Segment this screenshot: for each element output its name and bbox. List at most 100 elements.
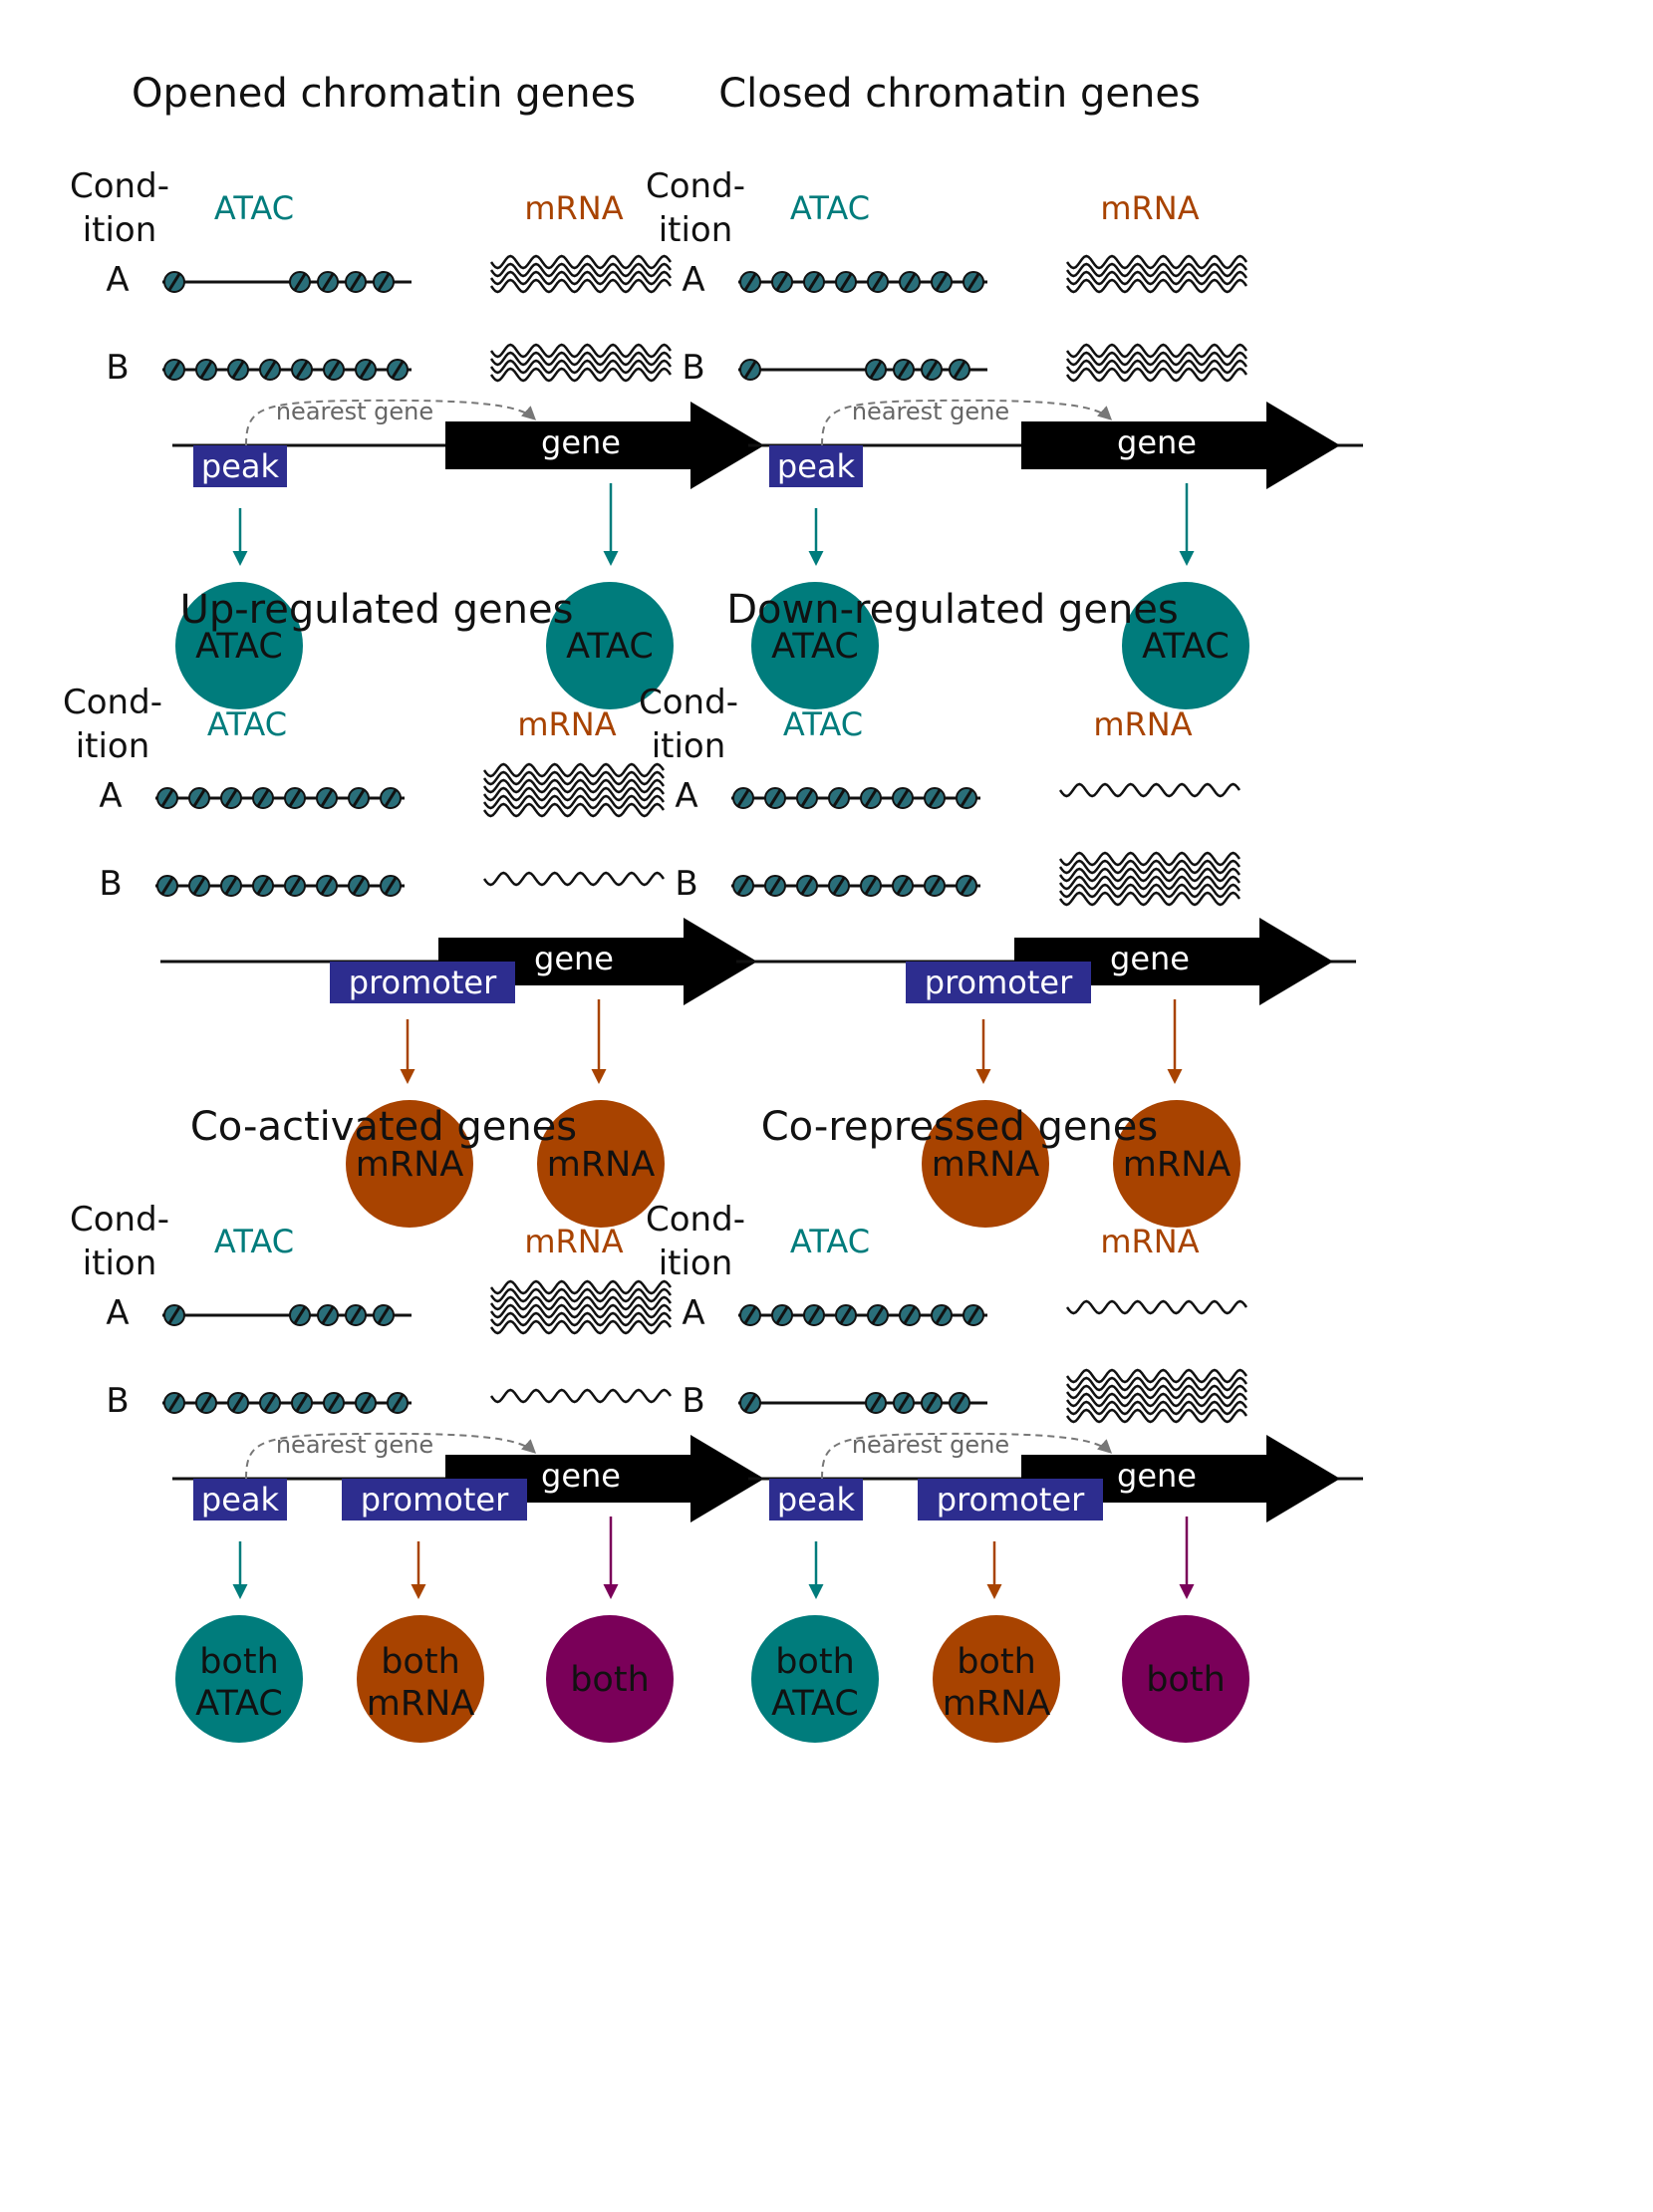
output-circle-1-disc [346,1100,473,1228]
mrna-wave [489,367,673,383]
peak: peak [769,1479,863,1521]
atac-track-a [738,271,987,293]
atac-track-b [155,875,405,897]
mrna-wave [489,262,673,278]
nucleosome-stripe [839,1306,853,1324]
nucleosome-stripe [293,1306,307,1324]
mrna-wave [1065,278,1248,294]
nearest-gene-arrow [245,1432,537,1480]
mrna-wave [1065,1384,1248,1400]
mrna-wave [482,770,666,786]
atac-track-a [738,1304,987,1326]
mrna-header: mRNA [524,1223,623,1260]
condition-b-label: B [675,864,697,904]
mrna-header: mRNA [1093,705,1192,743]
nucleosome-stripe [897,1394,911,1412]
nucleosome-stripe [896,877,910,895]
output-circle-2-disc [546,582,674,709]
atac-track-a [162,1304,412,1326]
nucleosome-stripe [775,273,789,291]
nucleosome-stripe [321,273,335,291]
output-circle-1-label: ATAC [195,627,283,667]
mrna-wave [489,254,673,270]
nearest-gene-arrow [821,1432,1113,1480]
atac-track-b [738,1392,987,1414]
condition-a-label: A [106,260,129,300]
mrna-wave [1058,891,1241,907]
peak: peak [193,445,287,487]
peak: peak [193,1479,287,1521]
promoter-box [330,962,515,1003]
mrna-wave [1065,343,1248,359]
mrna-wave [1058,875,1241,891]
condition-b-label: B [106,1381,129,1421]
panel-4: Down-regulated genes Cond-ition A B ATAC mRNA… [639,587,1356,1228]
peak-box [193,1479,287,1521]
nucleosome-stripe [231,361,245,379]
nucleosome-stripe [903,1306,917,1324]
mrna-wave [1065,1400,1248,1416]
nucleosome-stripe [224,877,238,895]
nucleosome-stripe [966,1306,980,1324]
nucleosome-stripe [800,789,814,807]
mrna-wave [489,1311,673,1327]
output-circle-1: ATAC [751,582,879,709]
mrna-wave [1058,859,1241,875]
condition-b-label: B [106,348,129,388]
peak-label: peak [777,1481,856,1519]
nucleosome-stripe [869,1394,883,1412]
condition-label: ition [652,726,726,766]
output-circle-3: both [546,1615,674,1743]
nearest-gene-label: nearest gene [852,1431,1009,1459]
output-circle-1-label: mRNA [356,1145,464,1185]
condition-label: ition [76,726,150,766]
nucleosome-stripe [768,877,782,895]
output-circle-1-label: ATAC [771,1684,859,1724]
mrna-wave [1065,1408,1248,1424]
condition-b-label: B [682,348,704,388]
panel-title: Closed chromatin genes [718,71,1201,117]
nucleosome-stripe [864,789,878,807]
output-circle-1-label: both [775,1642,855,1682]
atac-header: ATAC [207,705,287,743]
nucleosome-stripe [295,1394,309,1412]
output-circle-3-label: both [570,1660,650,1700]
condition-a-label: A [682,260,704,300]
condition-label: Cond- [63,683,162,722]
panel-3: Up-regulated genes Cond-ition A B ATAC mRNA ge… [63,587,780,1228]
output-circle-2: mRNA [537,1100,665,1228]
atac-header: ATAC [790,189,870,227]
nucleosome-stripe [832,877,846,895]
nucleosome-stripe [256,789,270,807]
mrna-condition-b [482,871,666,887]
output-circle-1: mRNA [346,1100,473,1228]
nucleosome-stripe [167,1394,181,1412]
condition-label: ition [659,210,733,250]
mrna-condition-b [489,343,673,383]
nucleosome-stripe [960,877,973,895]
nearest-gene-arrow [821,399,1113,446]
mrna-wave [1058,782,1241,798]
nucleosome-stripe [320,877,334,895]
nucleosome-stripe [293,273,307,291]
panel-title: Co-repressed genes [761,1104,1159,1150]
nucleosome-stripe [391,361,405,379]
output-circle-1-disc [751,1615,879,1743]
condition-label: Cond- [646,1200,745,1240]
nucleosome-stripe [167,1306,181,1324]
nucleosome-stripe [775,1306,789,1324]
mrna-wave [482,778,666,794]
mrna-wave [1065,270,1248,286]
condition-label: Cond- [70,166,169,206]
gene-label: gene [541,1457,621,1495]
condition-b-label: B [682,1381,704,1421]
gene-arrow [445,402,764,489]
nucleosome-stripe [256,877,270,895]
panel-title: Down-regulated genes [726,587,1179,633]
mrna-header: mRNA [1100,189,1199,227]
nucleosome-stripe [736,789,750,807]
atac-track-a [155,787,405,809]
nucleosome-stripe [160,877,174,895]
